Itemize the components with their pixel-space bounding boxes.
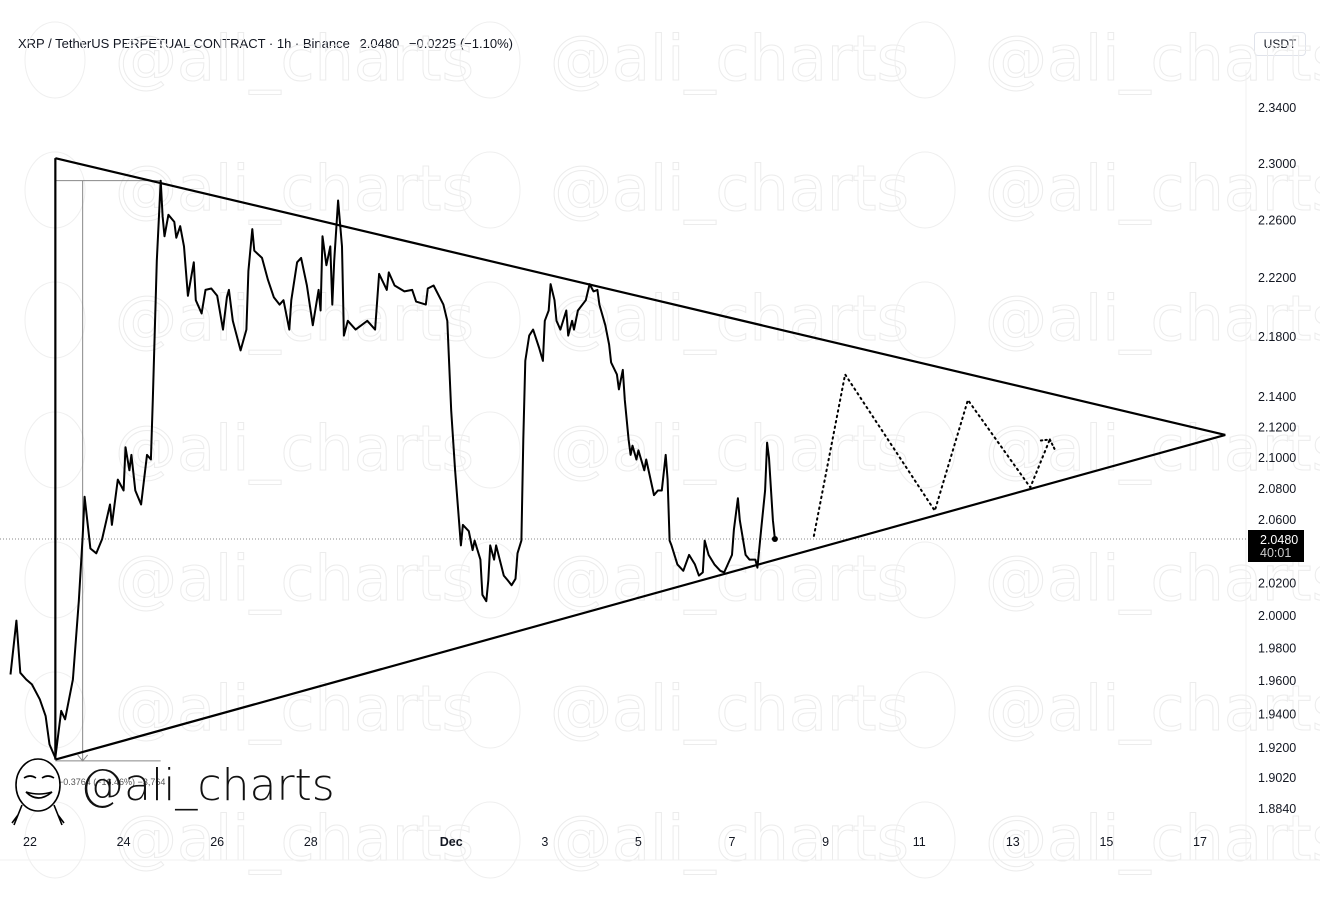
watermark-face-icon <box>459 671 521 749</box>
watermark-text: @ali_charts <box>985 802 1320 875</box>
watermark-face-icon <box>894 21 956 99</box>
trendline-upper <box>55 157 1226 437</box>
price-change: −0.0225 (−1.10%) <box>408 36 513 51</box>
last-price-label-value: 2.0480 <box>1260 533 1298 547</box>
watermark-face-icon <box>894 541 956 619</box>
watermark-text: @ali_charts <box>115 802 474 875</box>
y-tick-label: 2.2600 <box>1258 213 1296 227</box>
y-tick-label: 2.1400 <box>1258 390 1296 404</box>
watermark-face-icon <box>459 541 521 619</box>
watermark-text: @ali_charts <box>985 672 1320 745</box>
watermark-face-icon <box>459 281 521 359</box>
x-tick-label: 28 <box>304 835 318 849</box>
arrow-down-icon <box>77 754 89 762</box>
watermark-text: @ali_charts <box>115 412 474 485</box>
x-tick-label: 22 <box>23 835 37 849</box>
watermark-face-icon <box>459 411 521 489</box>
x-tick-label: 7 <box>729 835 736 849</box>
y-tick-label: 1.9400 <box>1258 707 1296 721</box>
projection-arrowhead-icon <box>1039 438 1057 453</box>
y-tick-label: 1.9600 <box>1258 674 1296 688</box>
x-tick-label: Dec <box>440 835 463 849</box>
y-tick-label: 1.9800 <box>1258 641 1296 655</box>
price-line <box>9 179 776 759</box>
symbol-title: XRP / TetherUS PERPETUAL CONTRACT · 1h ·… <box>18 36 350 51</box>
watermark-text: @ali_charts <box>985 152 1320 225</box>
watermark-text: @ali_charts <box>115 282 474 355</box>
y-tick-label: 2.1200 <box>1258 420 1296 434</box>
watermark-text: @ali_charts <box>985 22 1320 95</box>
chart-header: XRP / TetherUS PERPETUAL CONTRACT · 1h ·… <box>18 36 519 51</box>
x-tick-label: 13 <box>1006 835 1020 849</box>
y-tick-label: 2.2200 <box>1258 271 1296 285</box>
x-tick-label: 5 <box>635 835 642 849</box>
last-price-dot <box>771 536 778 543</box>
watermark-text: @ali_charts <box>115 22 474 95</box>
y-tick-label: 1.9020 <box>1258 771 1296 785</box>
x-tick-label: 17 <box>1193 835 1207 849</box>
watermark-text: @ali_charts <box>115 152 474 225</box>
watermark-text: @ali_charts <box>550 412 909 485</box>
y-tick-label: 2.0800 <box>1258 482 1296 496</box>
watermark-text: @ali_charts <box>115 542 474 615</box>
last-price-label: 2.0480 40:01 <box>1248 530 1304 562</box>
x-tick-label: 9 <box>822 835 829 849</box>
currency-button[interactable]: USDT <box>1254 32 1306 56</box>
x-tick-label: 15 <box>1099 835 1113 849</box>
y-tick-label: 1.9200 <box>1258 741 1296 755</box>
y-tick-label: 2.0600 <box>1258 513 1296 527</box>
watermark-text: @ali_charts <box>985 282 1320 355</box>
time-axis[interactable]: 22 24 26 28 Dec 3 5 7 9 11 13 15 17 <box>23 835 1207 849</box>
watermark-layer: @ali_charts @ali_charts @ali_charts@ali_ch… <box>24 21 1320 879</box>
watermark-face-icon <box>459 21 521 99</box>
watermark-text: @ali_charts <box>985 412 1320 485</box>
watermark-text: @ali_charts <box>550 22 909 95</box>
measure-label: −0.3764 (−16.46%) −3,764 <box>58 777 165 787</box>
bar-countdown: 40:01 <box>1260 546 1291 560</box>
x-tick-label: 3 <box>541 835 548 849</box>
watermark-face-icon <box>894 281 956 359</box>
watermark-face-icon <box>894 671 956 749</box>
x-tick-label: 11 <box>913 835 926 849</box>
watermark-text: @ali_charts <box>550 672 909 745</box>
logo-text: @ali_charts <box>80 760 335 811</box>
watermark-text: @ali_charts <box>550 542 909 615</box>
price-axis[interactable]: 2.3400 2.3000 2.2600 2.2200 2.1800 2.1400 2.12… <box>1258 101 1296 816</box>
watermark-text: @ali_charts <box>115 672 474 745</box>
y-tick-label: 2.0200 <box>1258 577 1296 591</box>
face-logo-icon <box>11 758 65 826</box>
last-price: 2.0480 <box>359 36 400 51</box>
watermark-face-icon <box>894 801 956 879</box>
y-tick-label: 2.0000 <box>1258 609 1296 623</box>
measure-tool <box>55 180 161 762</box>
y-tick-label: 2.3000 <box>1258 157 1296 171</box>
x-tick-label: 26 <box>210 835 224 849</box>
watermark-text: @ali_charts <box>550 152 909 225</box>
y-tick-label: 1.8840 <box>1258 802 1296 816</box>
watermark-text: @ali_charts <box>550 802 909 875</box>
watermark-face-icon <box>24 21 86 99</box>
watermark-face-icon <box>459 801 521 879</box>
y-tick-label: 2.3400 <box>1258 101 1296 115</box>
y-tick-label: 2.1000 <box>1258 451 1296 465</box>
watermark-face-icon <box>894 151 956 229</box>
projection-path <box>812 371 1051 537</box>
y-tick-label: 2.1800 <box>1258 330 1296 344</box>
watermark-face-icon <box>459 151 521 229</box>
ali-charts-logo: @ali_charts <box>11 758 335 826</box>
x-tick-label: 24 <box>117 835 131 849</box>
